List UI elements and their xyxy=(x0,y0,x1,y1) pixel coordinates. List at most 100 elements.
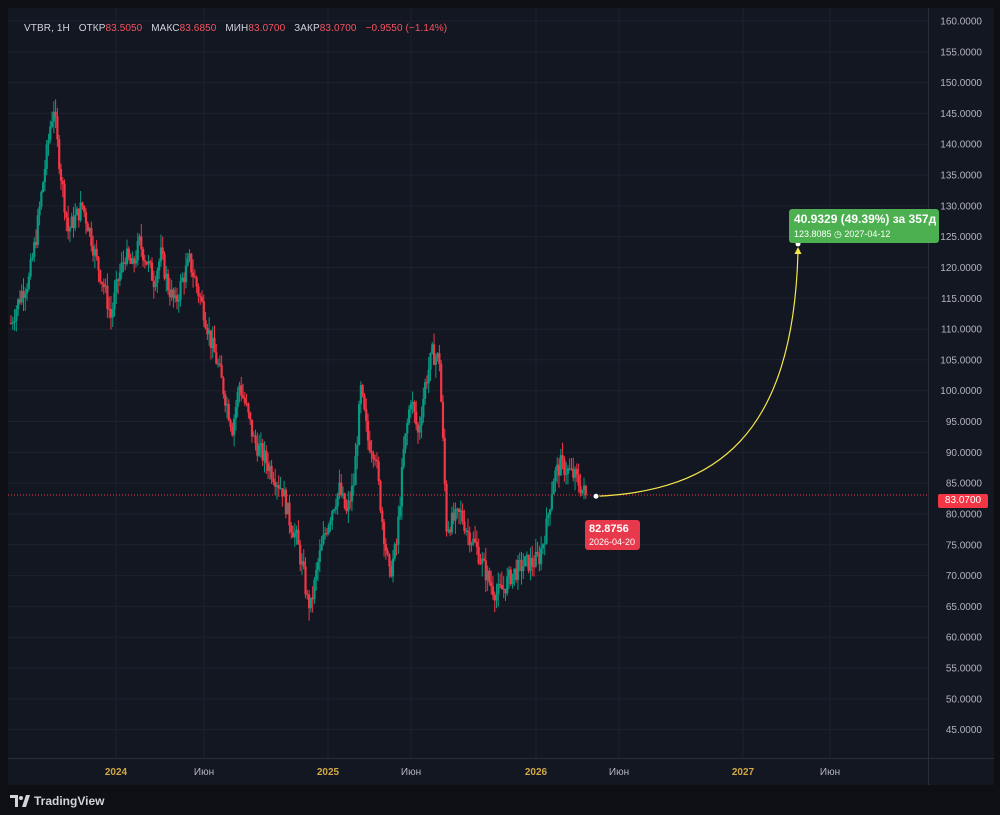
candle-body xyxy=(363,394,366,410)
candle-body xyxy=(179,281,182,300)
candle-body xyxy=(322,534,325,545)
candle-body xyxy=(354,455,357,486)
tradingview-branding[interactable]: TradingView xyxy=(10,792,104,810)
candle-body xyxy=(470,543,473,546)
y-axis-tick-label: 150.0000 xyxy=(940,78,982,89)
candle-body xyxy=(577,474,580,486)
candle-body xyxy=(445,483,448,532)
candle-body xyxy=(381,510,384,523)
candle-body xyxy=(77,208,80,221)
candle-body xyxy=(461,510,464,522)
candle-body xyxy=(543,543,546,545)
candle-body xyxy=(482,558,486,561)
candle-body xyxy=(150,262,154,281)
candle-body xyxy=(463,521,466,532)
candle-body xyxy=(195,277,198,287)
candle-body xyxy=(193,276,196,278)
open-value: 83.5050 xyxy=(105,23,143,34)
candle-body xyxy=(215,352,218,364)
candle-body xyxy=(454,508,457,521)
y-axis-tick-label: 45.0000 xyxy=(946,725,983,736)
candle-body xyxy=(9,322,13,324)
candle-body xyxy=(497,583,500,595)
candle-body xyxy=(54,111,57,117)
candle-body xyxy=(341,493,345,496)
candle-body xyxy=(325,533,329,535)
candle-body xyxy=(350,485,354,502)
candle-body xyxy=(388,554,391,567)
candle-body xyxy=(366,420,370,441)
candle-body xyxy=(236,391,239,407)
candle-body xyxy=(527,554,530,572)
candle-body xyxy=(372,453,375,460)
candle-body xyxy=(49,126,52,140)
candle-body xyxy=(224,394,227,406)
candle-body xyxy=(99,270,102,282)
y-axis-tick-label: 135.0000 xyxy=(940,171,982,182)
candle-body xyxy=(129,257,132,264)
candle-body xyxy=(575,468,578,475)
candle-body xyxy=(338,482,341,494)
candle-body xyxy=(438,353,441,365)
start-date-text: 2026-04-20 xyxy=(589,537,636,547)
candle-body xyxy=(547,514,550,519)
candle-body xyxy=(183,277,186,283)
candle-body xyxy=(36,215,39,245)
candle-body xyxy=(452,512,455,521)
candle-body xyxy=(186,258,189,266)
candle-body xyxy=(582,485,586,490)
projection-start-label[interactable]: 82.8756 2026-04-20 xyxy=(585,520,640,550)
candle-body xyxy=(200,296,204,302)
chart-pane[interactable]: 160.0000 155.0000 150.0000 145.0000 140.0000… xyxy=(8,8,994,785)
candle-body xyxy=(11,322,14,324)
y-axis-tick-label: 130.0000 xyxy=(940,201,982,212)
candle-body xyxy=(525,554,528,557)
candle-body xyxy=(402,448,405,467)
candle-body xyxy=(291,532,295,538)
candle-body xyxy=(382,522,386,544)
candle-body xyxy=(184,265,188,283)
candle-body xyxy=(43,169,47,183)
candle-body xyxy=(559,455,562,476)
candle-body xyxy=(225,403,229,406)
x-axis-tick-label: Июн xyxy=(194,767,214,778)
candle-body xyxy=(42,182,45,193)
candle-body xyxy=(538,553,541,565)
candle-body xyxy=(227,403,230,421)
candle-body xyxy=(532,566,536,568)
candle-body xyxy=(40,192,43,207)
candle-body xyxy=(391,558,395,577)
gain-sub-text: 123.8085 ◷ 2027-04-12 xyxy=(794,229,891,239)
price-chart[interactable]: 160.0000 155.0000 150.0000 145.0000 140.0000… xyxy=(8,8,994,785)
projection-start-point xyxy=(592,492,600,500)
candle-body xyxy=(393,544,396,559)
candle-body xyxy=(283,489,286,497)
gain-main-text: 40.9329 (49.39%) за 357д xyxy=(794,212,937,226)
candle-body xyxy=(290,525,293,533)
candle-body xyxy=(199,295,202,297)
candle-body xyxy=(295,529,298,533)
candle-body xyxy=(284,489,287,515)
candle-body xyxy=(468,532,471,546)
candle-body xyxy=(379,481,382,511)
y-axis-tick-label: 115.0000 xyxy=(941,294,982,305)
candle-body xyxy=(356,444,359,456)
y-axis-tick-label: 50.0000 xyxy=(946,694,983,705)
candle-body xyxy=(554,470,557,482)
price-range-gain-label[interactable]: 40.9329 (49.39%) за 357д 123.8085 ◷ 2027… xyxy=(789,209,939,243)
symbol-label[interactable]: VTBR, 1H xyxy=(24,23,70,34)
candle-body xyxy=(400,466,404,507)
candle-body xyxy=(233,418,236,436)
candle-body xyxy=(252,435,255,437)
candle-body xyxy=(556,464,559,471)
candle-body xyxy=(449,529,452,533)
candle-body xyxy=(229,420,232,427)
candle-body xyxy=(375,459,379,462)
y-axis-tick-label: 95.0000 xyxy=(946,417,983,428)
candle-body xyxy=(90,228,93,246)
candle-body xyxy=(518,559,521,561)
candle-body xyxy=(459,510,462,513)
candle-body xyxy=(131,258,134,264)
candle-body xyxy=(84,212,88,224)
candle-body xyxy=(75,208,79,215)
